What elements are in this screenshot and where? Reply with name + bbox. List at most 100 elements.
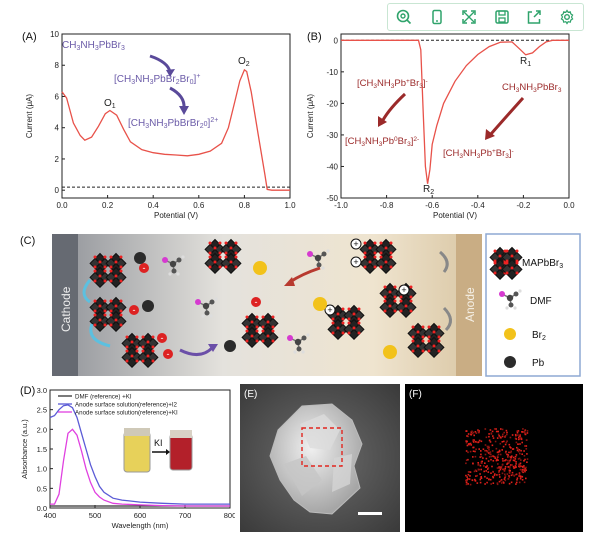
eds-dot xyxy=(518,472,521,474)
eds-dot xyxy=(497,451,499,453)
eds-dot xyxy=(487,471,490,473)
eds-dot xyxy=(479,481,482,484)
svg-text:+: + xyxy=(353,239,358,249)
eds-dot xyxy=(470,444,472,446)
eds-dot xyxy=(482,457,484,459)
panel-b-ytick-label: -50 xyxy=(326,194,338,203)
panel-d-legend-label-2: Anode surface solution(reference)+KI xyxy=(75,410,178,417)
eds-dot xyxy=(520,449,522,452)
eds-dot xyxy=(508,482,511,485)
eds-dot xyxy=(525,466,527,469)
eds-dot xyxy=(505,459,507,461)
panel-a-xtick-label: 0.0 xyxy=(56,201,68,210)
eds-dot xyxy=(517,430,520,432)
eds-dot xyxy=(497,459,499,461)
panel-d-xtick-label: 400 xyxy=(44,511,57,520)
eds-dot xyxy=(502,460,504,462)
eds-dot xyxy=(511,471,514,474)
eds-dot xyxy=(494,440,497,443)
panel-a-arrow-1 xyxy=(149,54,172,73)
eds-dot xyxy=(500,466,502,468)
eds-dot xyxy=(501,435,504,438)
eds-dot xyxy=(474,450,476,453)
eds-dot xyxy=(504,443,507,446)
eds-dot xyxy=(507,456,509,458)
eds-dot xyxy=(465,430,468,432)
eds-dot xyxy=(523,481,526,484)
eds-dot xyxy=(467,473,470,476)
eds-dot xyxy=(508,472,511,474)
eds-dot xyxy=(520,436,522,439)
search-zoom-icon[interactable] xyxy=(394,7,414,27)
panel-a-arrowhead-1 xyxy=(166,69,175,77)
eds-dot xyxy=(498,471,500,474)
panel-b-ytick-label: -40 xyxy=(326,162,338,171)
save-icon[interactable] xyxy=(492,7,512,27)
eds-dot xyxy=(524,445,526,447)
eds-dot xyxy=(498,467,500,470)
phone-icon[interactable] xyxy=(427,7,447,27)
svg-text:-: - xyxy=(161,333,164,343)
eds-dot xyxy=(514,433,517,436)
gear-icon[interactable] xyxy=(557,7,577,27)
eds-dot xyxy=(490,453,492,456)
eds-dot xyxy=(489,478,492,481)
eds-dot xyxy=(483,465,485,467)
eds-dot xyxy=(496,455,499,458)
eds-dot xyxy=(484,444,487,446)
eds-dot xyxy=(486,477,488,479)
eds-dot xyxy=(472,456,474,458)
share-icon[interactable] xyxy=(524,7,544,27)
eds-dot xyxy=(515,438,518,440)
panel-a-xtick-label: 0.8 xyxy=(239,201,251,210)
svg-text:-: - xyxy=(143,263,146,273)
eds-dot xyxy=(515,463,517,465)
panel-a-ytick-label: 2 xyxy=(55,155,60,164)
eds-dot xyxy=(507,462,510,464)
expand-icon[interactable] xyxy=(459,7,479,27)
eds-dot xyxy=(514,458,517,460)
eds-dot xyxy=(497,433,500,436)
eds-dot xyxy=(488,446,490,449)
eds-dot xyxy=(504,466,507,468)
eds-dot xyxy=(508,451,510,454)
svg-text:-: - xyxy=(167,349,170,359)
eds-dot xyxy=(524,429,527,431)
eds-dot xyxy=(486,445,489,448)
eds-dot xyxy=(505,429,508,432)
eds-dot xyxy=(498,435,500,437)
eds-dot xyxy=(504,476,506,479)
eds-dot xyxy=(467,433,470,435)
panel-d-series-line-1 xyxy=(49,404,230,505)
eds-dot xyxy=(508,475,510,477)
eds-dot xyxy=(526,461,528,463)
panel-d-label: (D) xyxy=(20,385,35,397)
eds-dot xyxy=(521,441,523,444)
eds-dot xyxy=(498,466,500,468)
eds-dot xyxy=(506,453,508,456)
eds-dot xyxy=(491,450,494,452)
eds-dot xyxy=(484,466,487,468)
cathode-arrow-1 xyxy=(82,279,92,304)
eds-dot xyxy=(494,456,497,458)
eds-dot xyxy=(490,455,493,458)
eds-dot xyxy=(523,460,525,462)
eds-dot xyxy=(498,470,500,472)
eds-dot xyxy=(499,442,502,445)
eds-dot xyxy=(466,476,468,478)
eds-dot xyxy=(509,465,511,468)
anode-arrow-1 xyxy=(439,250,449,273)
eds-dot xyxy=(515,483,517,485)
eds-dot xyxy=(491,430,494,433)
eds-dot xyxy=(487,467,490,469)
panel-d-ytick-label: 2.0 xyxy=(37,425,47,434)
panel-a-xtick-label: 1.0 xyxy=(284,201,296,210)
eds-dot xyxy=(508,471,511,473)
eds-dot xyxy=(519,464,521,466)
panel-d-legend-label-1: Anode surface solution(reference)+I2 xyxy=(75,402,178,409)
eds-dot xyxy=(469,483,472,486)
legend-mapbbr3: MAPbBr3 xyxy=(522,258,563,270)
eds-dot xyxy=(516,430,518,432)
panel-a-xtick-label: 0.6 xyxy=(193,201,205,210)
